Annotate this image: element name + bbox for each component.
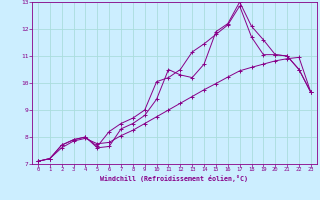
X-axis label: Windchill (Refroidissement éolien,°C): Windchill (Refroidissement éolien,°C) <box>100 175 248 182</box>
